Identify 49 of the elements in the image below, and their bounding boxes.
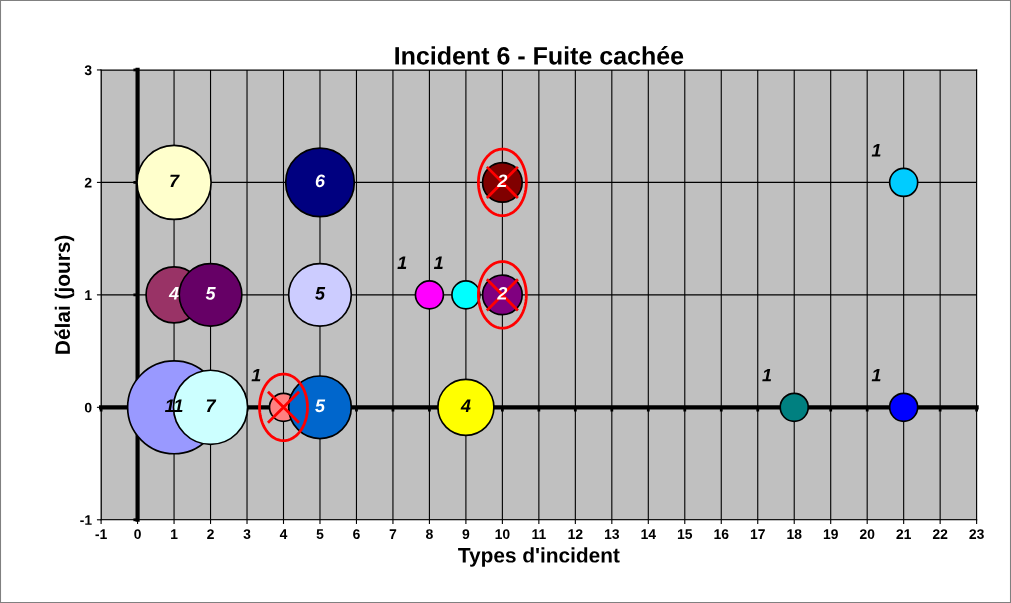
data-label: 6 (315, 174, 326, 188)
x-tick-label: 14 (641, 529, 656, 539)
data-label: 1 (397, 256, 407, 269)
y-tick-label: 2 (84, 177, 92, 188)
x-tick-label: -1 (95, 529, 107, 539)
x-tick-label: 13 (604, 529, 620, 540)
data-label: 7 (170, 174, 180, 188)
data-label: 5 (205, 287, 216, 300)
x-tick-label: 19 (823, 529, 838, 540)
x-tick-label: 0 (134, 529, 141, 540)
data-label: 2 (497, 286, 508, 300)
x-tick-label: 8 (426, 529, 433, 540)
x-tick-label: 12 (568, 529, 583, 539)
data-label: 5 (315, 399, 326, 413)
x-tick-label: 18 (787, 529, 802, 540)
x-tick-label: 21 (896, 529, 911, 539)
x-axis-title: Types d'incident (458, 547, 620, 567)
y-tick-label: 1 (85, 290, 92, 300)
y-axis-title: Délai (jours) (54, 235, 75, 354)
x-tick-label: 23 (969, 529, 984, 540)
x-tick-label: 3 (243, 529, 251, 540)
data-label: 1 (871, 144, 881, 157)
data-label: 5 (315, 287, 326, 300)
x-tick-label: 17 (750, 529, 765, 539)
data-label: 4 (168, 287, 179, 300)
x-tick-label: 5 (316, 529, 324, 540)
x-tick-label: 11 (532, 529, 546, 539)
x-tick-label: 2 (207, 529, 214, 539)
x-tick-label: 4 (279, 529, 288, 539)
x-tick-label: 10 (495, 529, 510, 540)
y-tick-label: -1 (80, 515, 92, 525)
data-label: 1 (762, 368, 772, 382)
data-label: 4 (460, 399, 471, 412)
x-tick-label: 15 (677, 529, 693, 540)
data-label: 7 (206, 399, 217, 412)
x-tick-label: 1 (171, 529, 178, 539)
x-tick-label: 7 (389, 529, 397, 539)
data-label: 1 (871, 368, 881, 382)
chart-title: Incident 6 - Fuite cachée (395, 46, 684, 65)
x-tick-label: 6 (353, 529, 360, 540)
x-tick-label: 9 (462, 529, 470, 540)
data-label: 2 (497, 174, 508, 188)
y-tick-label: 3 (84, 65, 92, 76)
x-tick-label: 20 (859, 529, 875, 540)
y-tick-label: 0 (84, 402, 92, 413)
x-tick-label: 22 (932, 529, 948, 539)
x-tick-label: 16 (714, 529, 729, 540)
data-label: 1 (433, 256, 443, 269)
data-label: 1 (251, 368, 261, 382)
